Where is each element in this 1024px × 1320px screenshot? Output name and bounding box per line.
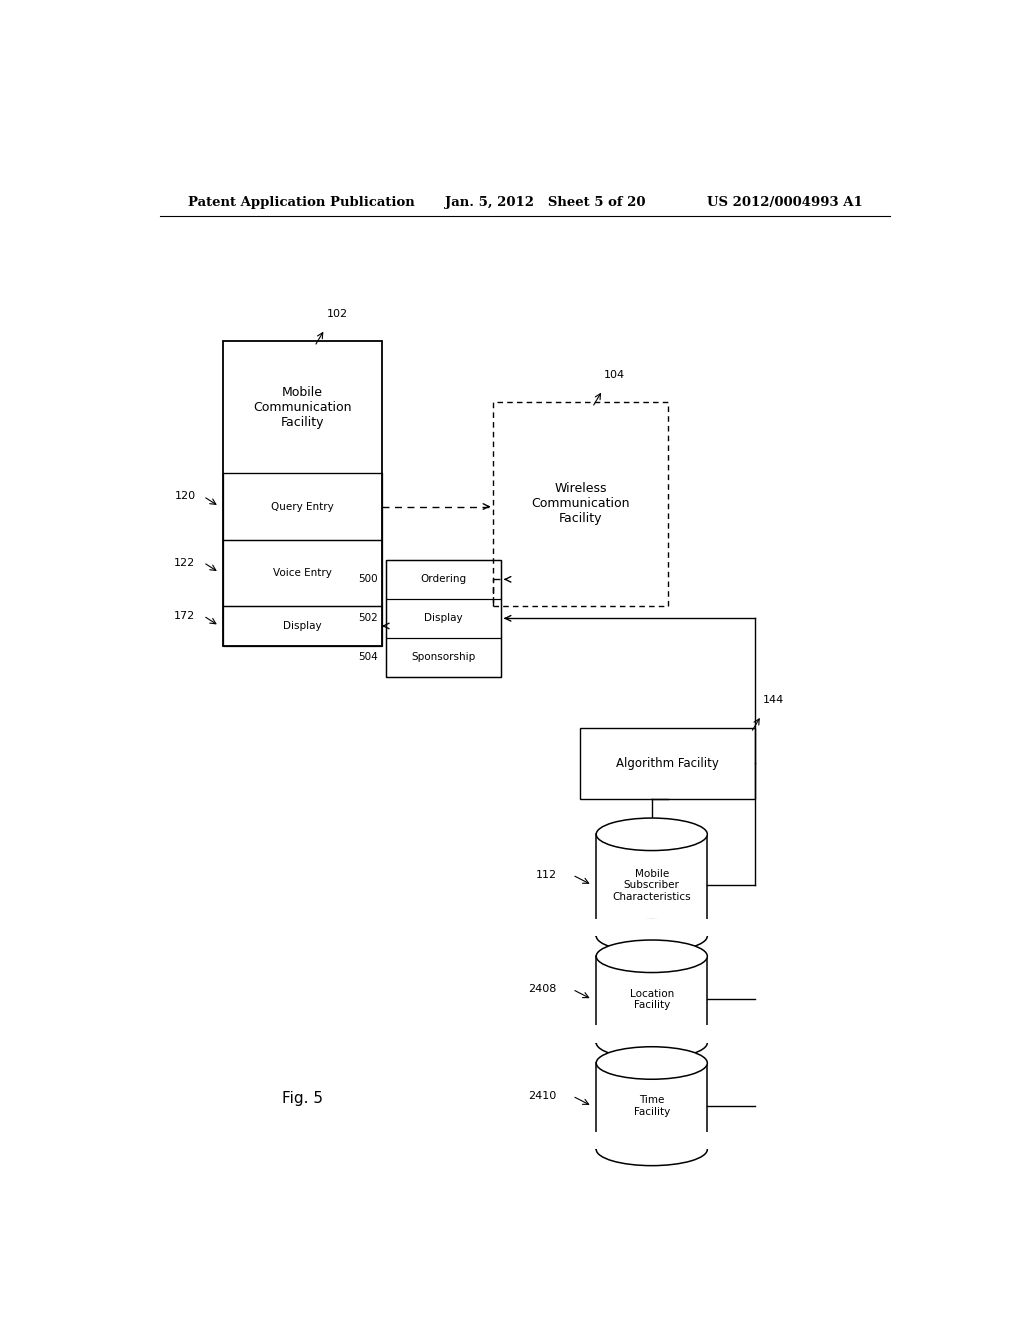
Text: Algorithm Facility: Algorithm Facility [616,756,719,770]
Text: Patent Application Publication: Patent Application Publication [187,195,415,209]
Text: Jan. 5, 2012   Sheet 5 of 20: Jan. 5, 2012 Sheet 5 of 20 [445,195,646,209]
Text: 2410: 2410 [528,1092,557,1101]
Ellipse shape [596,1027,708,1059]
Ellipse shape [596,1133,708,1166]
Text: 504: 504 [358,652,378,663]
Bar [223,474,382,540]
Text: Query Entry: Query Entry [271,502,334,512]
Bar [596,1063,708,1150]
Text: Voice Entry: Voice Entry [273,568,332,578]
Text: Mobile
Communication
Facility: Mobile Communication Facility [253,385,352,429]
Text: US 2012/0004993 A1: US 2012/0004993 A1 [708,195,863,209]
Text: Wireless
Communication
Facility: Wireless Communication Facility [531,483,630,525]
Text: Ordering: Ordering [421,574,467,585]
Bar [223,540,382,606]
Text: 172: 172 [174,611,196,620]
Text: Sponsorship: Sponsorship [412,652,475,663]
Bar [223,606,382,647]
Text: Display: Display [424,614,463,623]
Text: 112: 112 [536,870,557,880]
Bar [386,560,501,677]
Bar [594,1026,710,1043]
Bar [596,834,708,936]
Bar [594,919,710,936]
Ellipse shape [596,920,708,952]
Bar [386,638,501,677]
Text: Display: Display [284,620,322,631]
Text: Time
Facility: Time Facility [634,1096,670,1117]
Ellipse shape [596,940,708,973]
Bar [223,342,382,647]
Bar [386,599,501,638]
Ellipse shape [596,818,708,850]
Text: 502: 502 [358,614,378,623]
Text: 144: 144 [763,696,784,705]
Text: Mobile
Subscriber
Characteristics: Mobile Subscriber Characteristics [612,869,691,902]
Bar [494,403,668,606]
Text: Fig. 5: Fig. 5 [282,1092,324,1106]
Text: 122: 122 [174,557,196,568]
Text: 104: 104 [604,370,626,380]
Ellipse shape [596,1047,708,1080]
Bar [594,1133,710,1150]
Text: 2408: 2408 [528,985,557,994]
Text: 120: 120 [174,491,196,502]
Bar [386,560,501,599]
Text: Location
Facility: Location Facility [630,989,674,1010]
Bar [581,727,755,799]
Text: 500: 500 [358,574,378,585]
Text: 102: 102 [327,309,347,319]
Bar [596,956,708,1043]
